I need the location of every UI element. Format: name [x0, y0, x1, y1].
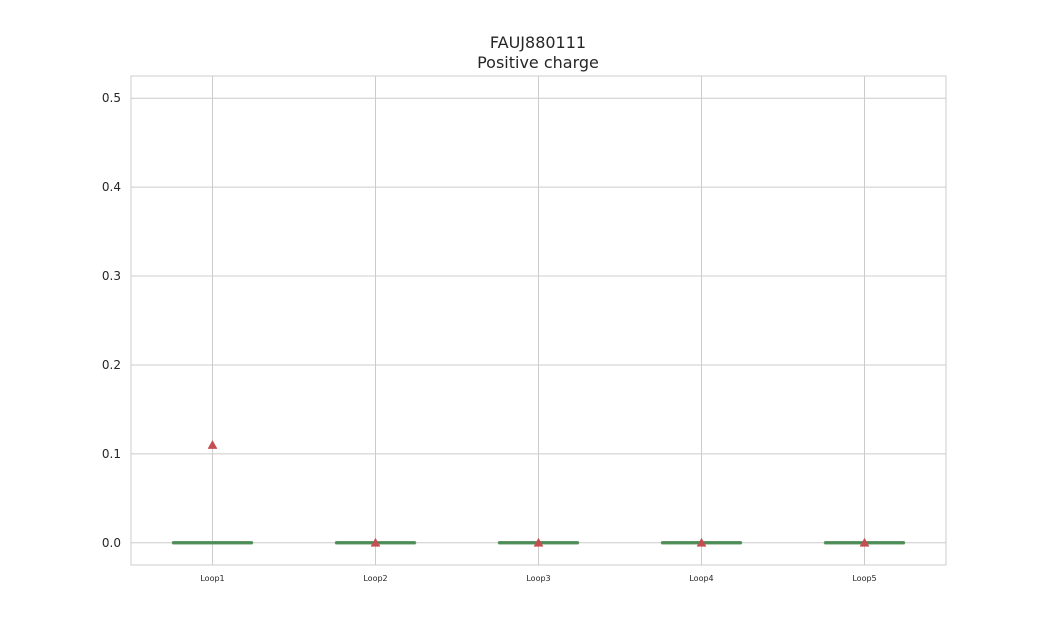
y-tick-label: 0.0	[102, 536, 121, 550]
y-tick-label: 0.4	[102, 180, 121, 194]
y-tick-label: 0.5	[102, 91, 121, 105]
box-mean-marker	[696, 537, 707, 547]
box-mean-marker	[370, 537, 381, 547]
y-tick-label: 0.1	[102, 447, 121, 461]
box-mean-marker	[533, 537, 544, 547]
grid-layer	[131, 76, 946, 565]
box-mean-marker	[207, 439, 218, 449]
box-mean-marker	[859, 537, 870, 547]
axes-frame	[130, 75, 947, 566]
tick-label-layer: 0.0 0.1 0.2 0.3 0.4 0.5 Loop1 Loop2 Loop3 Loop4 Lo…	[102, 91, 877, 583]
x-tick-label: Loop5	[852, 574, 876, 583]
x-tick-label: Loop3	[526, 574, 550, 583]
x-tick-label: Loop2	[363, 574, 387, 583]
y-tick-label: 0.3	[102, 269, 121, 283]
x-tick-label: Loop1	[200, 574, 224, 583]
marks-layer	[171, 439, 906, 547]
y-tick-label: 0.2	[102, 358, 121, 372]
chart-title: FAUJ880111	[490, 33, 586, 52]
x-tick-label: Loop4	[689, 574, 713, 583]
chart-subtitle: Positive charge	[477, 53, 599, 72]
